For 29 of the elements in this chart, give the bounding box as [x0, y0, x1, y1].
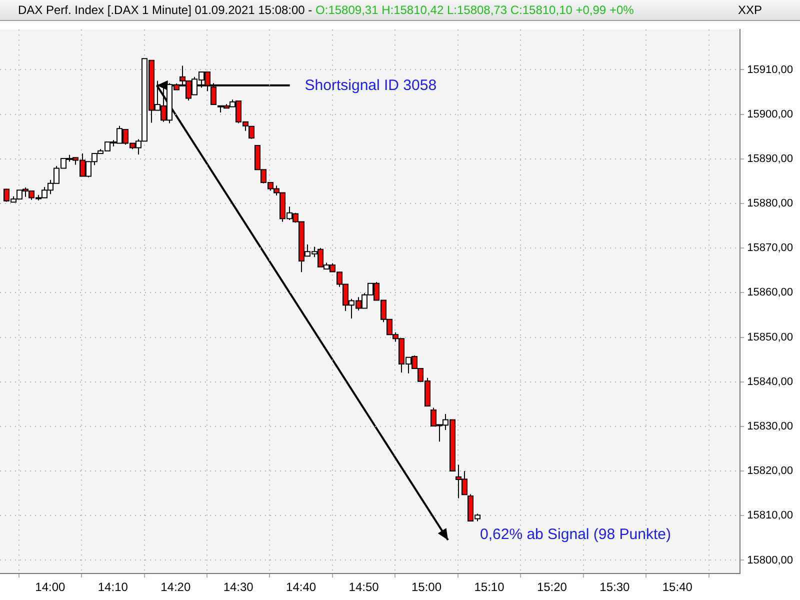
x-tick-label: 15:40 [662, 580, 693, 594]
y-tick-label: 15840,00 [747, 376, 794, 388]
x-tick-label: 14:00 [35, 580, 66, 594]
y-tick-label: 15800,00 [747, 554, 794, 566]
x-tick-label: 15:10 [474, 580, 505, 594]
y-tick-label: 15900,00 [747, 108, 794, 120]
x-tick-label: 15:30 [600, 580, 630, 594]
annotation: Shortsignal ID 3058 [304, 77, 437, 96]
x-tick-label: 14:50 [348, 580, 380, 594]
y-axis-title: XXP [738, 2, 762, 19]
x-tick-label: 15:00 [411, 580, 442, 594]
chart-title: DAX Perf. Index [.DAX 1 Minute] 01.09.2021 15:08:00 - [18, 3, 312, 17]
x-tick-label: 14:40 [286, 580, 316, 594]
y-tick-label: 15820,00 [747, 465, 794, 478]
y-tick-label: 15830,00 [747, 420, 794, 432]
y-tick-label: 15870,00 [747, 242, 794, 254]
y-tick-label: 15890,00 [747, 152, 794, 165]
x-tick-label: 14:10 [98, 580, 128, 594]
y-tick-label: 15810,00 [747, 510, 794, 522]
annotation: 0,62% ab Signal (98 Punkte) [480, 526, 671, 544]
y-tick-label: 15850,00 [747, 331, 794, 344]
x-tick-label: 14:20 [160, 580, 191, 594]
y-tick-label: 15880,00 [747, 198, 794, 210]
y-tick-label: 15910,00 [747, 64, 794, 76]
y-tick-label: 15860,00 [747, 286, 794, 299]
candlestick [210, 82, 216, 106]
x-tick-label: 15:20 [536, 580, 568, 594]
x-tick-label: 14:30 [223, 580, 254, 594]
chart-subtitle: O:15809,31 H:15810,42 L:15808,73 C:15810,10 +0,99 +0% [316, 3, 634, 17]
